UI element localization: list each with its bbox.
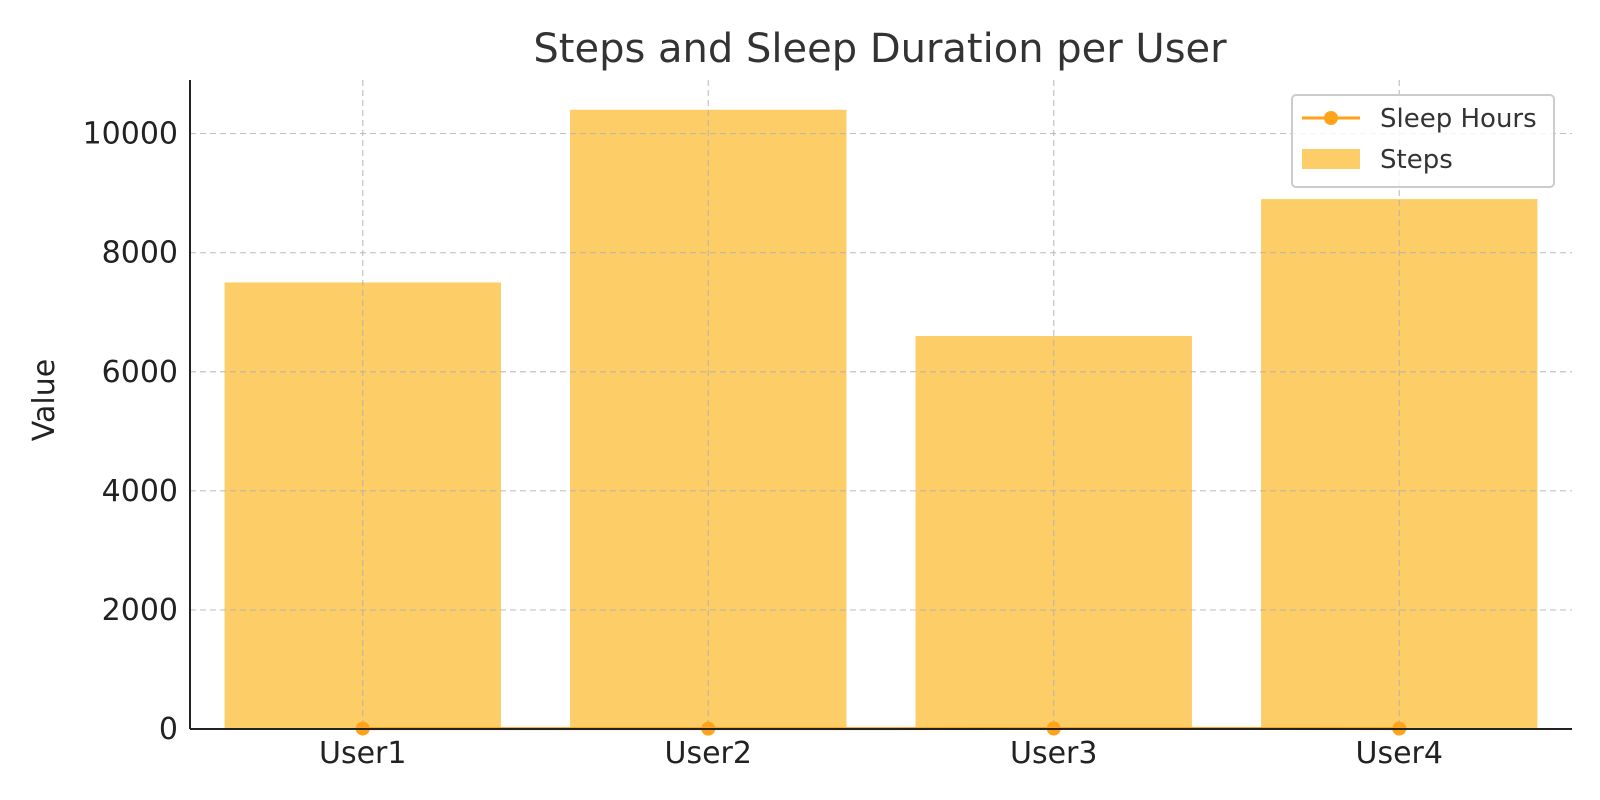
y-tick-label: 6000: [102, 355, 178, 390]
x-tick-label-user3: User3: [1010, 736, 1097, 771]
y-tick-label: 2000: [102, 593, 178, 628]
x-tick-label-user4: User4: [1356, 736, 1443, 771]
y-tick-label: 4000: [102, 474, 178, 509]
chart-title: Steps and Sleep Duration per User: [533, 26, 1227, 72]
legend-label-sleep-hours: Sleep Hours: [1380, 104, 1537, 134]
y-tick-label: 10000: [83, 117, 178, 152]
y-axis-label: Value: [27, 359, 62, 441]
tick-labels: 0 2000 4000 6000 8000 10000 User1 User2 User3 Use…: [83, 117, 1443, 771]
axes: [189, 80, 1572, 730]
legend: Sleep Hours Steps: [1291, 94, 1555, 188]
steps-bars: [224, 109, 1538, 730]
y-tick-label: 8000: [102, 236, 178, 271]
legend-line-marker: [1324, 111, 1338, 125]
y-tick-label: 0: [159, 712, 178, 747]
x-tick-label-user2: User2: [665, 736, 752, 771]
grid: [190, 80, 1572, 729]
x-tick-label-user1: User1: [319, 736, 406, 771]
legend-bar-swatch: [1302, 149, 1360, 169]
legend-label-steps: Steps: [1380, 145, 1453, 175]
